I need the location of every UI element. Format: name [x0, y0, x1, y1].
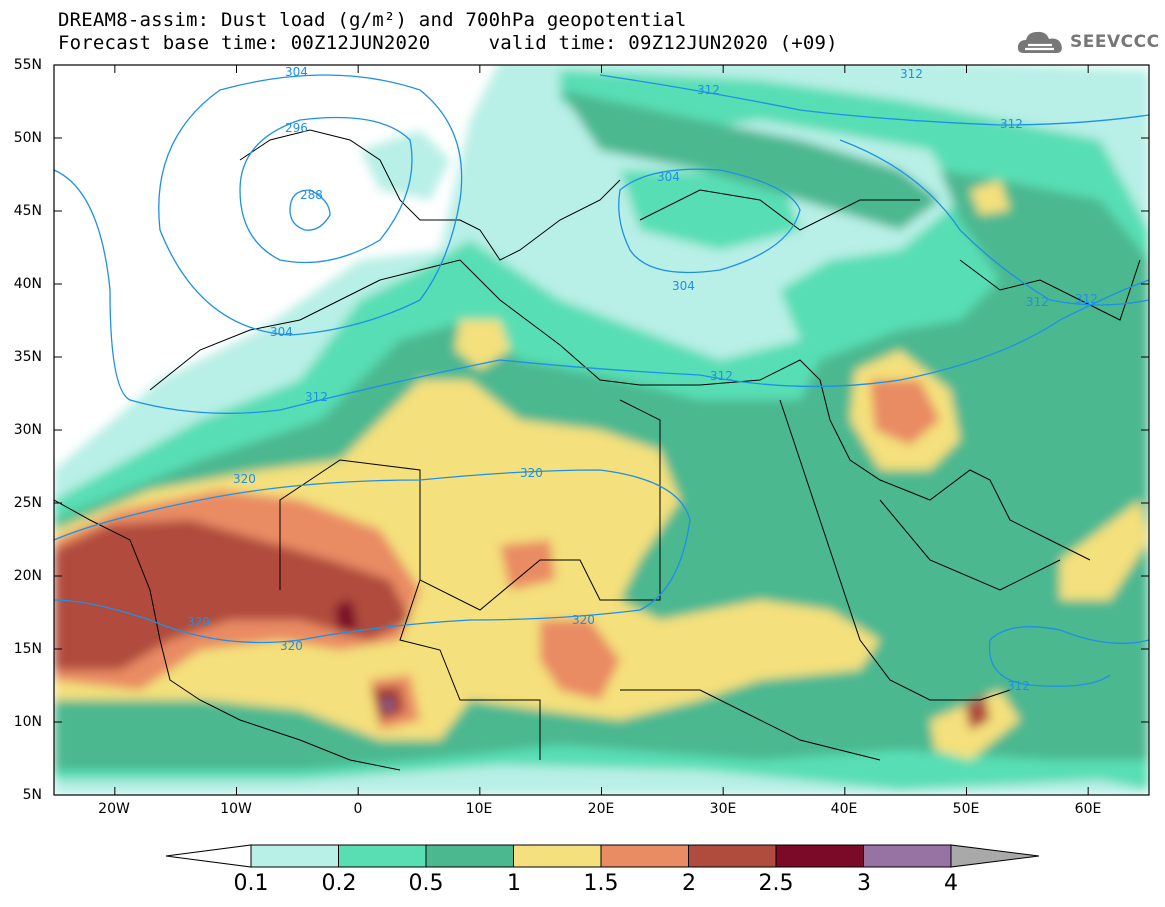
lon-label: 40E	[830, 801, 858, 817]
lat-label: 25N	[13, 495, 42, 511]
colorbar-under-arrow	[165, 844, 252, 868]
contour-label: 312	[697, 83, 720, 97]
lon-label: 0	[353, 801, 363, 817]
lat-label: 30N	[13, 422, 42, 438]
lon-label: 20E	[587, 801, 615, 817]
contour-label: 304	[270, 325, 293, 339]
colorbar-swatch	[688, 844, 777, 868]
contour-label: 288	[300, 188, 323, 202]
colorbar-label: 0.1	[233, 871, 269, 896]
lat-label: 5N	[22, 787, 42, 803]
lon-label: 10W	[220, 801, 252, 817]
contour-label: 312	[305, 390, 328, 404]
colorbar-swatch	[250, 844, 339, 868]
colorbar-swatch	[425, 844, 514, 868]
contour-label: 312	[900, 67, 923, 81]
lat-label: 35N	[13, 349, 42, 365]
contour-label: 304	[672, 279, 695, 293]
colorbar-swatch	[775, 844, 864, 868]
lat-label: 55N	[13, 57, 42, 73]
map-title: DREAM8-assim: Dust load (g/m²) and 700hP…	[58, 9, 687, 31]
colorbar-label: 2.5	[758, 871, 794, 896]
map-subtitle: Forecast base time: 00Z12JUN2020 valid t…	[58, 32, 838, 54]
contour-label: 312	[710, 369, 733, 383]
contour-label: 312	[1026, 295, 1049, 309]
logo-text: SEEVCCC	[1070, 32, 1160, 52]
dust-band-2.5	[335, 600, 358, 632]
lat-label: 15N	[13, 641, 42, 657]
geopotential-contours	[54, 74, 1149, 687]
contour-label: 320	[520, 466, 543, 480]
colorbar-label: 1.5	[583, 871, 619, 896]
lat-label: 45N	[13, 203, 42, 219]
contour-label: 312	[1000, 117, 1023, 131]
dust-band-3	[383, 699, 393, 710]
lon-label: 10E	[465, 801, 493, 817]
contour-label: 320	[187, 615, 210, 629]
seevccc-logo: SEEVCCC	[1016, 26, 1160, 58]
contour-label: 304	[285, 65, 308, 79]
dust-fields	[54, 65, 1149, 795]
colorbar-label: 1	[507, 871, 521, 896]
coastlines	[54, 129, 1141, 771]
lon-label: 20W	[98, 801, 130, 817]
colorbar-label: 3	[857, 871, 871, 896]
contour-label: 320	[280, 639, 303, 653]
dust-band-1	[54, 380, 880, 740]
contour-labels: 304 296 288 304 312 304 304 312 312 312 …	[187, 65, 1098, 693]
contour-label: 312	[1075, 292, 1098, 306]
lat-label: 40N	[13, 276, 42, 292]
colorbar-label: 0.2	[321, 871, 357, 896]
colorbar-label: 0.5	[408, 871, 444, 896]
colorbar	[165, 844, 1040, 868]
colorbar-swatch	[600, 844, 689, 868]
colorbar-swatch	[338, 844, 427, 868]
lon-label: 30E	[709, 801, 737, 817]
colorbar-swatch	[863, 844, 952, 868]
lat-label: 20N	[13, 568, 42, 584]
colorbar-label: 4	[944, 871, 958, 896]
contour-label: 304	[657, 170, 680, 184]
lon-label: 50E	[952, 801, 980, 817]
contour-label: 320	[233, 472, 256, 486]
axis-ticks	[54, 64, 1149, 796]
lat-label: 10N	[13, 714, 42, 730]
colorbar-label: 2	[682, 871, 696, 896]
lon-label: 60E	[1074, 801, 1102, 817]
cloud-logo-icon	[1017, 31, 1062, 53]
colorbar-over-arrow	[950, 844, 1040, 868]
dust-band-2	[54, 520, 410, 670]
lat-label: 50N	[13, 130, 42, 146]
contour-label: 312	[1007, 679, 1030, 693]
colorbar-swatch	[513, 844, 602, 868]
contour-label: 320	[572, 613, 595, 627]
contour-label: 296	[285, 121, 308, 135]
